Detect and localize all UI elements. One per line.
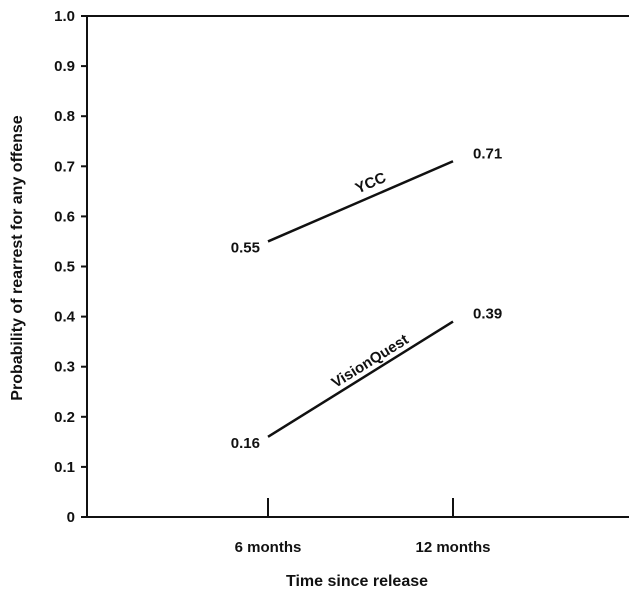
y-tick-label: 0.9: [54, 58, 75, 75]
data-label: 0.16: [231, 435, 260, 452]
y-tick-label: 0.8: [54, 108, 75, 125]
y-axis-label: Probability of rearrest for any offense: [9, 115, 26, 401]
x-ticks: 6 months 12 months: [235, 498, 491, 556]
x-axis-label: Time since release: [286, 573, 428, 590]
series-name-label: YCC: [353, 169, 389, 197]
y-tick-label: 0.6: [54, 208, 75, 225]
y-tick-label: 0.1: [54, 459, 75, 476]
y-tick-label: 0.2: [54, 409, 75, 426]
y-tick-label: 0.7: [54, 158, 75, 175]
series-group: 0.55 0.71 YCC 0.16 0.39 VisionQuest: [231, 145, 502, 452]
data-label: 0.71: [473, 145, 502, 162]
y-tick-label: 0: [67, 509, 75, 526]
series-line-ycc: [267, 160, 454, 243]
data-label: 0.39: [473, 306, 502, 323]
data-label: 0.55: [231, 239, 260, 256]
y-tick-label: 1.0: [54, 8, 75, 25]
y-ticks: 0 0.1 0.2 0.3 0.4 0.5 0.6 0.7 0.8 0.9 1.0: [54, 8, 87, 526]
series-name-label: VisionQuest: [329, 331, 412, 392]
y-tick-label: 0.3: [54, 359, 75, 376]
series-line-visionquest: [267, 320, 454, 438]
x-tick-label: 6 months: [235, 539, 302, 556]
x-tick-label: 12 months: [415, 539, 490, 556]
y-tick-label: 0.4: [54, 309, 76, 326]
y-tick-label: 0.5: [54, 259, 75, 276]
